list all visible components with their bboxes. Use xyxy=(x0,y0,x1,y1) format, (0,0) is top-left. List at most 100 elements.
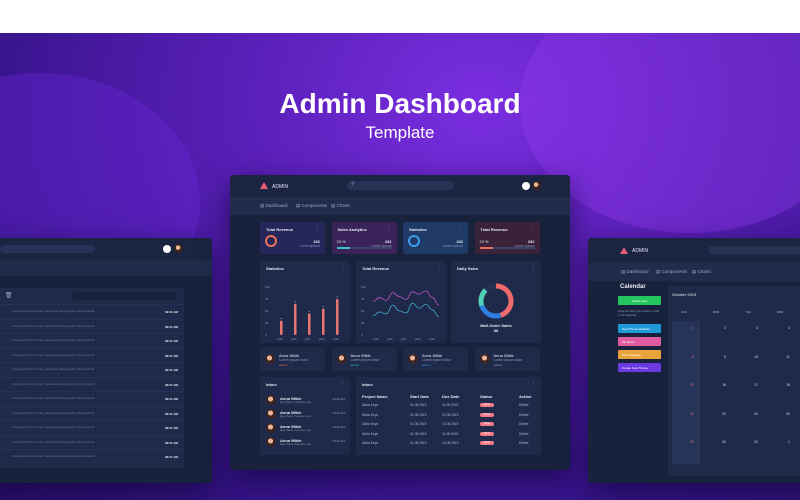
calendar-day[interactable]: 18 xyxy=(786,383,790,387)
delete-link[interactable]: Delete xyxy=(519,441,529,445)
mail-row[interactable]: Lorem ipsum dolor sit amet, consectetur … xyxy=(0,347,184,362)
profile-card: Anna Wikle Lorem ipsum dolor Admin xyxy=(260,347,325,371)
search-input[interactable] xyxy=(708,246,800,254)
more-icon[interactable]: ⋮ xyxy=(386,226,392,232)
delete-link[interactable]: Delete xyxy=(519,422,529,426)
calendar-day[interactable]: 1 xyxy=(788,440,790,444)
user-avatar[interactable] xyxy=(174,244,183,253)
notification-icon[interactable] xyxy=(522,182,530,190)
table-row: Alicia Keys 01.08.2019 11.08.2019 Done Delet… xyxy=(356,431,541,440)
message-preview: Hey there, how are you xyxy=(280,400,312,404)
calendar-day[interactable]: 1 xyxy=(692,326,694,330)
calendar-day[interactable]: 9 xyxy=(724,354,726,359)
x-tick-label: 2017 xyxy=(305,338,311,341)
ring-icon xyxy=(408,235,420,247)
calendar-day[interactable]: 15 xyxy=(690,383,694,387)
line-series xyxy=(372,302,440,318)
calendar-day[interactable]: 30 xyxy=(722,440,726,444)
calendar-day[interactable]: 16 xyxy=(722,383,726,387)
more-icon[interactable]: ⋮ xyxy=(315,226,320,232)
inbox-card: Inbox ⋮ Anna Wikle Hey there, how are you 1… xyxy=(260,377,350,455)
stat-sub: Lorem ipsum xyxy=(442,244,463,248)
calendar-day[interactable]: 4 xyxy=(788,326,790,330)
table-cell: 11.08.2019 xyxy=(442,403,459,407)
search-input[interactable] xyxy=(0,245,95,253)
mail-row[interactable]: Lorem ipsum dolor sit amet, consectetur … xyxy=(0,362,184,376)
event-chip[interactable]: Meet Manager xyxy=(618,350,661,359)
donut-segment xyxy=(479,304,502,319)
calendar-day[interactable]: 17 xyxy=(754,383,758,387)
more-icon[interactable]: ⋮ xyxy=(531,265,536,271)
event-chip[interactable]: Create New Theme xyxy=(618,363,661,372)
more-icon[interactable]: ⋮ xyxy=(436,265,441,271)
profile-name: Anna Wikle xyxy=(350,353,371,358)
app-logo[interactable]: ADMIN xyxy=(272,184,289,190)
calendar-day[interactable]: 24 xyxy=(754,411,758,416)
delete-link[interactable]: Delete xyxy=(519,403,529,407)
notification-icon[interactable] xyxy=(163,245,171,253)
calendar-day[interactable]: 8 xyxy=(692,354,694,359)
delete-link[interactable]: Delete xyxy=(519,412,529,417)
calendar-day[interactable]: 3 xyxy=(756,326,758,330)
calendar-day[interactable]: 26 xyxy=(796,412,800,416)
donut-value: 88 xyxy=(493,328,499,333)
user-avatar[interactable] xyxy=(532,181,541,190)
mail-row[interactable]: Lorem ipsum dolor sit amet, consectetur … xyxy=(0,376,184,391)
profile-name: Anna Wikle xyxy=(493,353,514,358)
stat-card: Statistics ⋮ 232 Lorem ipsum xyxy=(403,222,468,254)
mail-row[interactable]: Lorem ipsum dolor sit amet, consectetur … xyxy=(0,304,184,318)
mail-row[interactable]: Lorem ipsum dolor sit amet, consectetur … xyxy=(0,391,184,405)
more-icon[interactable]: ⋮ xyxy=(340,381,345,387)
nav-components[interactable]: ▤ Components xyxy=(656,269,688,274)
calendar-day[interactable]: 2 xyxy=(724,326,726,330)
mail-row[interactable]: Lorem ipsum dolor sit amet, consectetur … xyxy=(0,420,184,434)
x-tick-label: 2018 xyxy=(415,338,421,341)
card-title: Total Revenue xyxy=(480,227,508,232)
sender-name: Anna Wikle xyxy=(280,438,302,443)
trash-icon[interactable]: 🗑 xyxy=(5,293,13,299)
mail-preview: Lorem ipsum dolor sit amet, consectetur … xyxy=(12,426,97,429)
app-logo[interactable]: ADMIN xyxy=(632,248,649,254)
calendar-day[interactable]: 12 xyxy=(796,355,800,359)
more-icon[interactable]: ⋮ xyxy=(458,226,463,232)
calendar-day[interactable]: 5 xyxy=(796,326,800,330)
calendar-day[interactable]: 31 xyxy=(754,440,758,444)
search-input[interactable]: ⚲ xyxy=(347,181,454,190)
event-chip[interactable]: My Event xyxy=(618,337,661,346)
nav-charts[interactable]: ▤ Charts xyxy=(692,269,711,274)
y-tick-label: 75 xyxy=(265,297,269,301)
mail-row[interactable]: Lorem ipsum dolor sit amet, consectetur … xyxy=(0,449,184,463)
mail-row[interactable]: Lorem ipsum dolor sit amet, consectetur … xyxy=(0,318,184,333)
nav-dashboard[interactable]: ▤ Dashboard xyxy=(260,203,288,208)
calendar-title: Calendar xyxy=(620,284,646,290)
calendar-day[interactable]: 25 xyxy=(786,411,790,416)
mail-time: 09:31 AM xyxy=(164,440,178,445)
calendar-day[interactable]: 10 xyxy=(754,354,758,359)
column-header: Action xyxy=(519,394,532,399)
calendar-day[interactable]: 11 xyxy=(786,354,790,359)
create-event-button[interactable]: Create New xyxy=(618,296,661,305)
calendar-day[interactable]: 22 xyxy=(690,411,694,416)
search-icon: ⚲ xyxy=(351,181,355,187)
mail-row[interactable]: Lorem ipsum dolor sit amet, consectetur … xyxy=(0,434,184,449)
delete-link[interactable]: Delete xyxy=(519,431,529,436)
nav-components[interactable]: ▤ Components xyxy=(296,203,328,208)
mail-row[interactable]: Lorem ipsum dolor sit amet, consectetur … xyxy=(0,333,184,347)
mail-preview: Lorem ipsum dolor sit amet, consectetur … xyxy=(12,324,97,328)
table-cell: Alicia Keys xyxy=(362,431,379,436)
calendar-day[interactable]: 23 xyxy=(722,411,726,416)
mail-row[interactable]: Lorem ipsum dolor sit amet, consectetur … xyxy=(0,405,184,420)
profile-sub: Lorem ipsum dolor xyxy=(350,358,380,362)
event-chip[interactable]: New Theme Release xyxy=(618,324,661,333)
calendar-day[interactable]: 2 xyxy=(796,440,800,444)
more-icon[interactable]: ⋮ xyxy=(529,226,535,232)
logo-icon xyxy=(260,182,268,189)
nav-charts[interactable]: ▤ Charts xyxy=(331,203,350,208)
more-icon[interactable]: ⋮ xyxy=(340,265,345,271)
more-icon[interactable]: ⋮ xyxy=(531,381,536,387)
mail-search-input[interactable] xyxy=(72,292,177,300)
calendar-day[interactable]: 29 xyxy=(690,440,694,444)
x-tick-label: 2015 xyxy=(373,338,379,341)
nav-dashboard[interactable]: ▤ Dashboard xyxy=(621,269,649,274)
calendar-day[interactable]: 19 xyxy=(796,383,800,387)
